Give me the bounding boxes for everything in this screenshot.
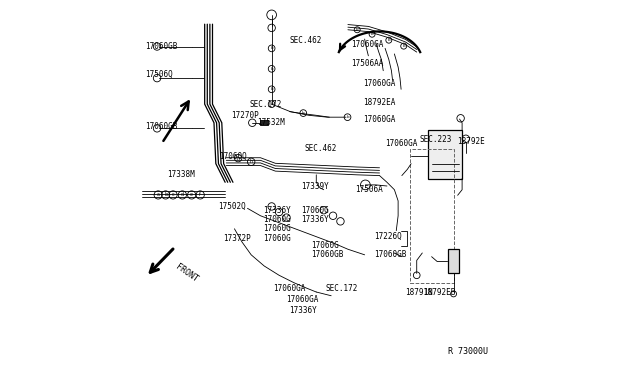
Text: 17060GB: 17060GB [310, 250, 343, 259]
Text: e: e [190, 192, 193, 198]
Text: c: c [172, 192, 174, 198]
Text: 17060GB: 17060GB [145, 42, 177, 51]
Text: b: b [270, 102, 273, 106]
Text: 17060GA: 17060GA [286, 295, 318, 304]
Text: FRONT: FRONT [174, 263, 200, 284]
Text: 17532M: 17532M [257, 118, 285, 127]
Text: 17502Q: 17502Q [218, 202, 246, 211]
Text: d: d [180, 192, 184, 198]
Text: 17060G: 17060G [301, 206, 328, 215]
Text: h: h [237, 155, 240, 161]
Text: 17338M: 17338M [168, 170, 195, 179]
Text: f: f [199, 192, 201, 198]
Text: a: a [157, 192, 160, 198]
Text: 17336Y: 17336Y [264, 206, 291, 215]
Text: b: b [387, 38, 390, 42]
Text: 17060GA: 17060GA [273, 284, 306, 293]
Text: 17226Q: 17226Q [374, 232, 402, 241]
Text: 17060GA: 17060GA [363, 79, 395, 88]
Text: 17270P: 17270P [232, 111, 259, 120]
Text: 17060G: 17060G [264, 234, 291, 243]
Text: 17060GB: 17060GB [145, 122, 177, 131]
Text: b: b [164, 192, 167, 198]
Text: 17060G: 17060G [264, 215, 291, 224]
Text: 17060G: 17060G [310, 241, 339, 250]
Text: 17060GA: 17060GA [385, 139, 417, 148]
Text: 17372P: 17372P [223, 234, 251, 243]
Text: 18792EB: 18792EB [424, 288, 456, 296]
Text: 17060GA: 17060GA [351, 40, 384, 49]
Text: SEC.172: SEC.172 [326, 284, 358, 293]
Text: b: b [371, 32, 373, 36]
Text: 17506A: 17506A [355, 185, 383, 194]
Text: h: h [250, 159, 253, 164]
Text: 18791N: 18791N [405, 288, 433, 296]
Text: 17060Q: 17060Q [220, 152, 247, 161]
Text: 17060GA: 17060GA [363, 115, 395, 124]
Bar [447, 249, 460, 273]
Text: 17506Q: 17506Q [145, 70, 173, 79]
Text: SEC.223: SEC.223 [420, 135, 452, 144]
Text: 17506AA: 17506AA [351, 59, 384, 68]
Text: SEC.172: SEC.172 [250, 100, 282, 109]
Bar [428, 130, 462, 179]
Text: 18792E: 18792E [457, 137, 484, 146]
Text: b: b [346, 115, 349, 119]
Bar [260, 120, 268, 125]
Text: 17336Y: 17336Y [301, 215, 328, 224]
Text: b: b [270, 67, 273, 71]
Text: b: b [302, 111, 305, 115]
Text: SEC.462: SEC.462 [289, 36, 322, 45]
Text: 17060GB: 17060GB [374, 250, 406, 259]
Text: 17060G: 17060G [264, 224, 291, 233]
Text: SEC.462: SEC.462 [305, 144, 337, 153]
Text: 18792EA: 18792EA [363, 98, 395, 107]
Text: b: b [270, 46, 273, 50]
Text: 17339Y: 17339Y [301, 182, 328, 190]
Text: b: b [356, 28, 358, 32]
Bar [410, 149, 454, 283]
Text: b: b [403, 44, 405, 48]
Text: 17336Y: 17336Y [289, 306, 317, 315]
Text: R 73000U: R 73000U [449, 347, 488, 356]
Text: b: b [270, 87, 273, 91]
